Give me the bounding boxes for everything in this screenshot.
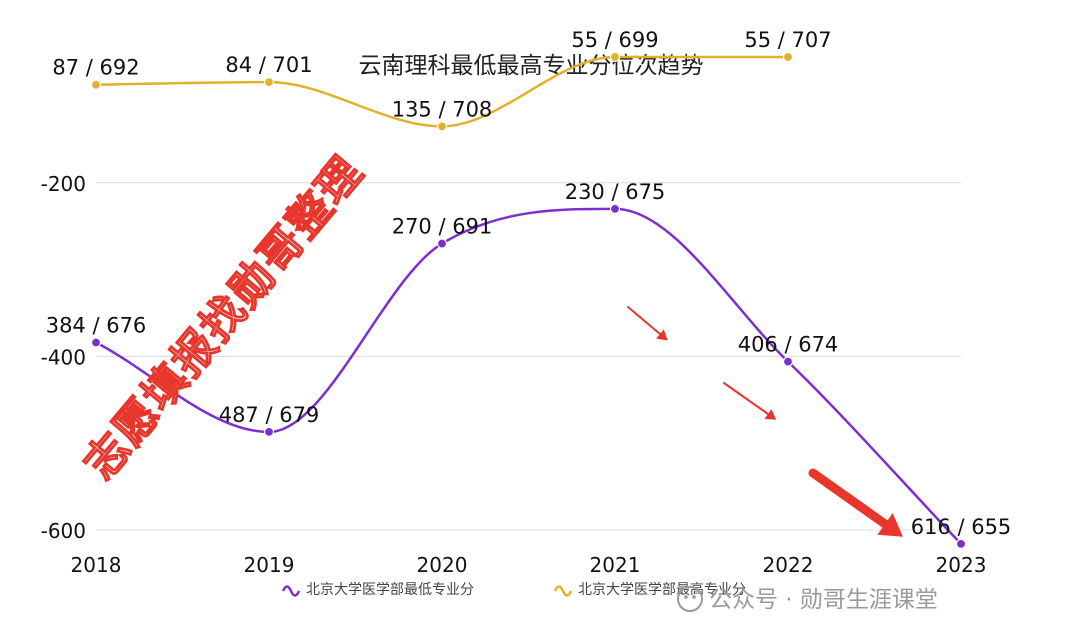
footer-brand-text: 公众号 · 勋哥生涯课堂: [709, 587, 938, 613]
series-line-0: [95, 207, 962, 545]
legend-swatch[interactable]: [281, 585, 301, 597]
axis-layer: -200 -400 -600 2018 2019 2020 2021 2022 2023: [41, 172, 987, 577]
x-tick-label: 2020: [417, 553, 468, 577]
wechat-icon-eye: [692, 595, 696, 599]
legend-label[interactable]: 北京大学医学部最低专业分: [306, 582, 474, 598]
annotation-arrow-shaft: [627, 306, 661, 335]
data-label: 84 / 701: [225, 53, 312, 77]
legend-swatch[interactable]: [553, 585, 573, 597]
y-tick-label: -400: [41, 345, 86, 369]
data-label: 270 / 691: [392, 215, 493, 239]
data-label: 87 / 692: [52, 56, 139, 80]
data-label: 55 / 699: [571, 28, 658, 52]
annotation-arrow-head: [877, 513, 903, 537]
x-tick-label: 2023: [936, 553, 987, 577]
data-label: 135 / 708: [392, 97, 493, 121]
grid-layer: [96, 182, 961, 531]
data-label: 487 / 679: [219, 403, 320, 427]
data-point[interactable]: [90, 79, 102, 90]
data-point[interactable]: [90, 337, 102, 348]
data-label: 230 / 675: [565, 180, 666, 204]
series-layer: [90, 51, 967, 549]
x-tick-label: 2019: [244, 553, 295, 577]
data-label: 55 / 707: [744, 28, 831, 52]
annotation-arrow-head: [656, 329, 668, 341]
annotation-arrow-shaft: [723, 382, 769, 415]
y-tick-label: -600: [41, 519, 86, 543]
annotation-arrows: [627, 306, 903, 537]
data-point[interactable]: [436, 121, 448, 132]
data-point[interactable]: [263, 77, 275, 88]
wechat-icon-eye: [684, 595, 688, 599]
data-label: 616 / 655: [911, 515, 1012, 539]
data-point[interactable]: [782, 51, 794, 63]
x-tick-label: 2018: [71, 553, 122, 577]
annotation-arrow-head: [764, 409, 777, 420]
data-point[interactable]: [955, 538, 967, 549]
x-tick-label: 2022: [763, 553, 814, 577]
data-point[interactable]: [782, 356, 794, 367]
footer-brand: 公众号 · 勋哥生涯课堂: [677, 586, 938, 613]
wechat-icon: [677, 586, 703, 612]
legend-label[interactable]: 北京大学医学部最高专业分: [578, 581, 746, 598]
annotation-arrow-shaft: [808, 468, 890, 529]
data-label: 406 / 674: [738, 333, 839, 357]
x-tick-label: 2021: [590, 553, 641, 577]
label-layer: 384 / 676 487 / 679 270 / 691 230 / 675 406 …: [46, 28, 1012, 539]
data-point[interactable]: [263, 426, 275, 438]
data-point[interactable]: [609, 203, 621, 214]
data-point[interactable]: [436, 238, 448, 249]
data-label: 384 / 676: [46, 314, 147, 338]
data-point[interactable]: [609, 51, 621, 63]
y-tick-label: -200: [41, 172, 86, 196]
legend: 北京大学医学部最低专业分 北京大学医学部最高专业分: [281, 581, 746, 598]
